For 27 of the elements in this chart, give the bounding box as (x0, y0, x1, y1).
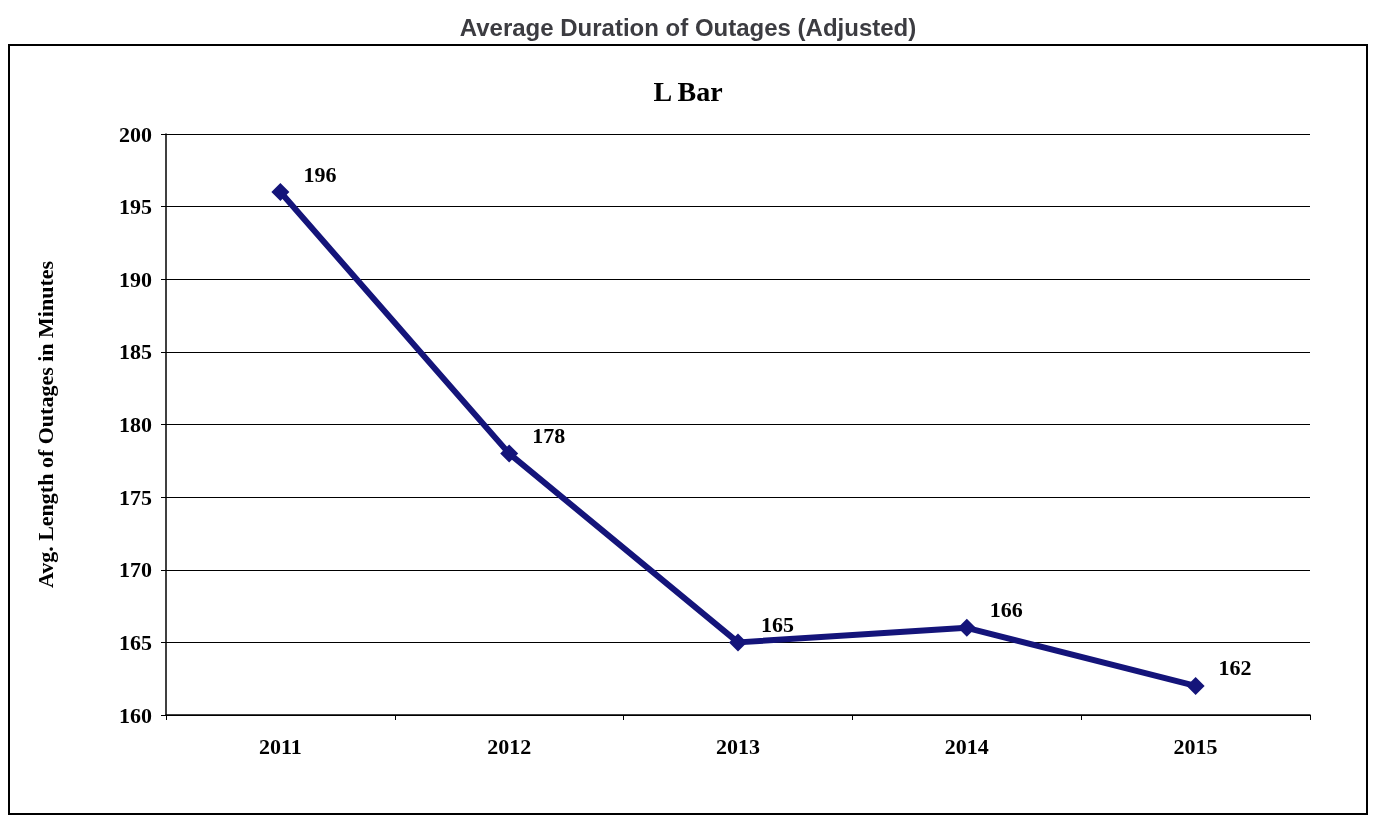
y-tick-label: 200 (119, 121, 152, 147)
y-tick-label: 185 (119, 339, 152, 365)
y-axis-title: Avg. Length of Outages in Minutes (32, 260, 58, 589)
data-label: 166 (989, 597, 1023, 623)
point (271, 183, 290, 202)
x-tick-label: 2015 (1173, 733, 1218, 759)
chart-subtitle: L Bar (653, 75, 723, 107)
y-tick-label: 195 (119, 194, 152, 220)
data-label: 178 (532, 423, 566, 449)
x-tick-label: 2012 (487, 733, 532, 759)
point (500, 444, 519, 463)
data-label: 165 (761, 611, 794, 637)
x-tick-label: 2011 (259, 733, 302, 759)
data-label: 162 (1218, 655, 1252, 681)
y-tick-label: 175 (119, 484, 152, 510)
y-tick-label: 160 (119, 702, 152, 728)
x-tick-label: 2014 (944, 733, 989, 759)
data-label: 196 (303, 161, 337, 187)
x-tick-label: 2013 (716, 733, 760, 759)
point (729, 633, 747, 652)
y-tick-label: 190 (119, 266, 152, 292)
point (957, 618, 976, 637)
y-tick-label: 170 (119, 557, 152, 583)
y-tick-label: 165 (119, 629, 152, 655)
y-tick-label: 180 (119, 412, 152, 437)
point (1186, 676, 1205, 695)
chart-title: Average Duration of Outages (Adjusted) (459, 13, 917, 41)
